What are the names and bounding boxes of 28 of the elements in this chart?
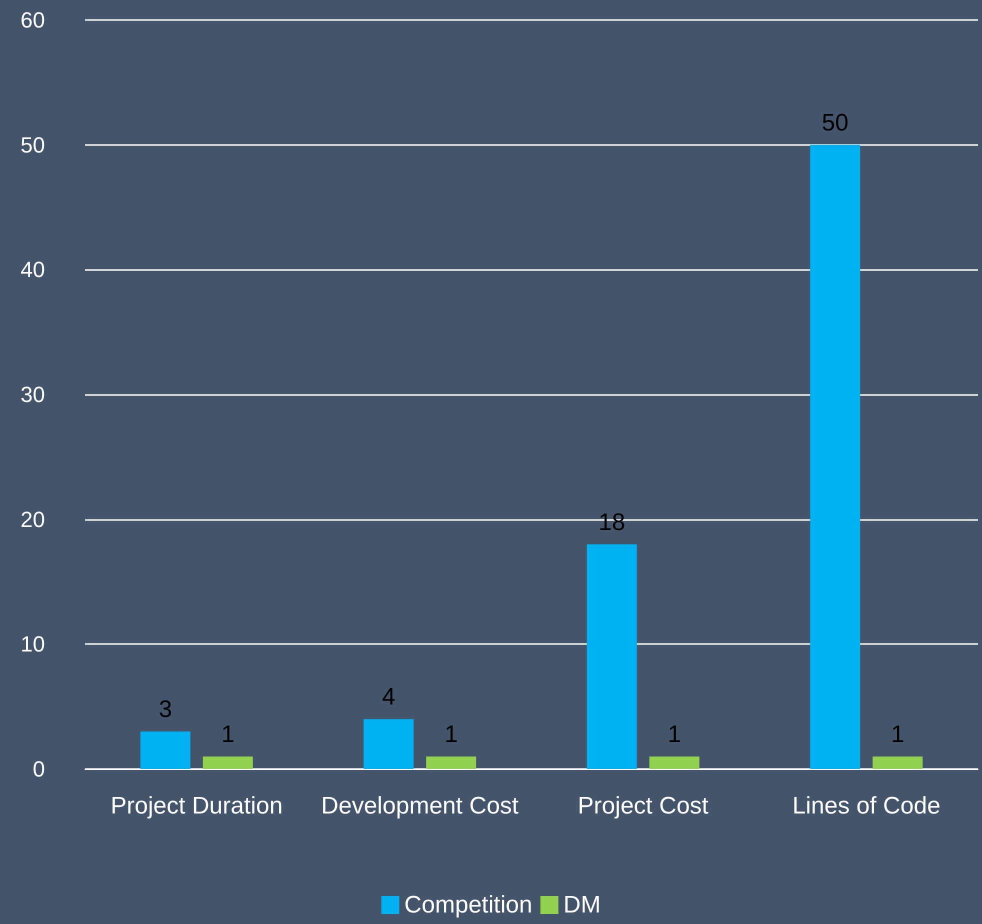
data-label: 50 <box>822 109 848 136</box>
legend-label: DM <box>563 892 601 918</box>
data-label: 3 <box>158 696 172 724</box>
bar <box>649 756 700 769</box>
y-tick-label: 0 <box>32 756 45 782</box>
bar <box>810 144 860 769</box>
y-tick-label: 40 <box>20 257 45 282</box>
data-label: 4 <box>382 684 396 711</box>
bar <box>586 544 637 769</box>
data-label: 1 <box>668 721 682 748</box>
y-tick-label: 60 <box>20 8 45 32</box>
bar <box>202 756 253 769</box>
data-label: 1 <box>444 721 458 748</box>
y-tick-label: 50 <box>20 132 45 158</box>
x-tick-label: Project Duration <box>110 792 283 820</box>
x-tick-label: Project Cost <box>578 792 709 820</box>
x-tick-label: Lines of Code <box>792 792 940 820</box>
y-tick-label: 10 <box>20 632 45 657</box>
data-label: 1 <box>890 721 904 748</box>
bar <box>426 756 476 769</box>
bar <box>872 756 923 769</box>
legend-label: Competition <box>404 892 532 918</box>
x-tick-label: Development Cost <box>321 792 519 820</box>
y-tick-label: 20 <box>20 506 45 532</box>
bar <box>364 719 414 769</box>
y-tick-label: 30 <box>20 382 45 407</box>
bar <box>140 732 190 769</box>
data-label: 1 <box>221 721 235 748</box>
